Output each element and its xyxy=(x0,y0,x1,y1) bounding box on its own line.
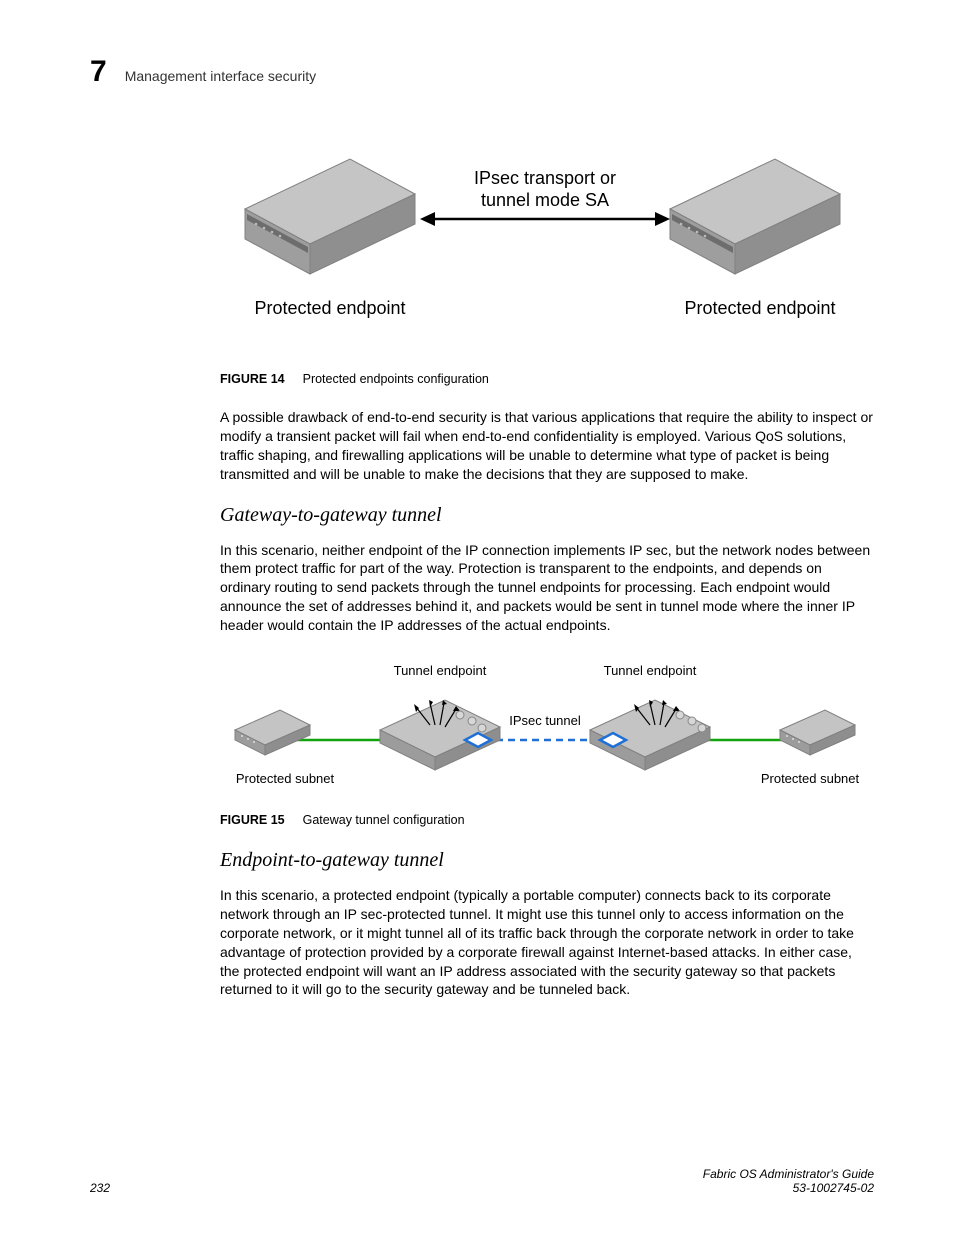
right-endpoint-label: Protected endpoint xyxy=(684,298,835,318)
heading-endpoint-to-gateway: Endpoint-to-gateway tunnel xyxy=(220,849,874,872)
figure-14-diagram: IPsec transport or tunnel mode SA Protec… xyxy=(220,139,874,364)
left-subnet-box-icon xyxy=(235,710,310,755)
right-subnet-label: Protected subnet xyxy=(761,771,860,786)
header-section-title: Management interface security xyxy=(125,68,316,84)
page-header: 7 Management interface security xyxy=(90,55,874,89)
ipsec-tunnel-label: IPsec tunnel xyxy=(509,713,581,728)
figure-15-caption: FIGURE 15 Gateway tunnel configuration xyxy=(220,813,874,827)
heading-gateway-to-gateway: Gateway-to-gateway tunnel xyxy=(220,504,874,527)
page-number: 232 xyxy=(90,1181,110,1195)
figure-14-caption: FIGURE 14 Protected endpoints configurati… xyxy=(220,372,874,386)
left-endpoint-label: Protected endpoint xyxy=(254,298,405,318)
ipsec-label-line1: IPsec transport or xyxy=(474,168,616,188)
paragraph-1: A possible drawback of end-to-end securi… xyxy=(220,408,874,484)
right-subnet-box-icon xyxy=(780,710,855,755)
double-arrow-icon xyxy=(420,212,670,226)
ipsec-label-line2: tunnel mode SA xyxy=(481,190,609,210)
figure-14-caption-text: Protected endpoints configuration xyxy=(303,372,489,386)
figure-15-label: FIGURE 15 xyxy=(220,813,285,827)
footer-doc-number: 53-1002745-02 xyxy=(793,1181,874,1195)
paragraph-2: In this scenario, neither endpoint of th… xyxy=(220,541,874,635)
left-endpoint-box-icon xyxy=(245,159,415,274)
left-gateway-box-icon xyxy=(380,700,500,770)
left-subnet-label: Protected subnet xyxy=(236,771,335,786)
figure-15-caption-text: Gateway tunnel configuration xyxy=(303,813,465,827)
footer-guide-title: Fabric OS Administrator's Guide xyxy=(703,1167,874,1181)
paragraph-3: In this scenario, a protected endpoint (… xyxy=(220,886,874,999)
right-tunnel-endpoint-label: Tunnel endpoint xyxy=(604,663,697,678)
right-gateway-box-icon xyxy=(590,700,710,770)
right-endpoint-box-icon xyxy=(670,159,840,274)
left-tunnel-endpoint-label: Tunnel endpoint xyxy=(394,663,487,678)
chapter-number: 7 xyxy=(90,55,107,89)
figure-15-diagram: Tunnel endpoint Tunnel endpoint IPsec tu… xyxy=(220,655,874,805)
figure-14-label: FIGURE 14 xyxy=(220,372,285,386)
page-footer: 232 Fabric OS Administrator's Guide 53-1… xyxy=(90,1167,874,1195)
